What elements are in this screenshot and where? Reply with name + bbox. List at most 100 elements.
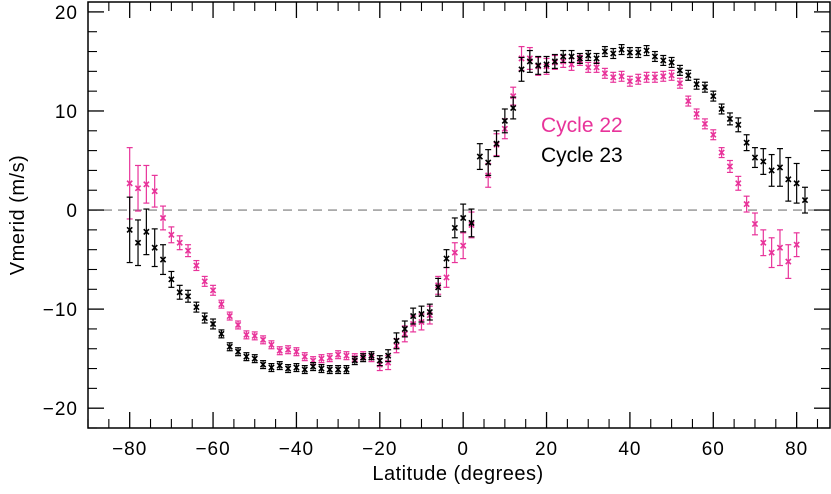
cycle-22-point [776,229,784,267]
cycle-23-marker [159,256,167,263]
cycle-22-point [460,232,467,260]
y-tick-label: −10 [43,300,78,321]
cycle-23-marker [460,214,467,222]
y-tick-label: 10 [55,102,78,123]
cycle-23-marker [510,104,517,112]
cycle-23-point [785,156,792,202]
cycle-23-point [485,149,492,176]
cycle-22-point [601,67,609,79]
cycle-22-marker [209,287,217,294]
cycle-23-point [460,203,467,233]
cycle-23-point [334,364,342,375]
cycle-23-marker [785,176,792,183]
cycle-23-marker [626,49,634,56]
cycle-22-marker [635,76,642,83]
cycle-23-point [551,53,559,69]
cycle-22-point [626,75,634,87]
cycle-22-marker [218,300,225,308]
cycle-23-marker [293,364,300,371]
cycle-22-marker [293,348,300,355]
cycle-22-marker [176,239,183,246]
cycle-22-point [585,61,592,73]
cycle-23-point [643,44,650,57]
cycle-23-marker [393,337,400,344]
cycle-23-marker [418,310,425,318]
cycle-22-marker [226,312,233,320]
cycle-22-point [268,340,275,350]
cycle-23-point [259,360,267,370]
cycle-22-marker [776,244,784,251]
cycle-23-point [384,349,392,363]
cycle-23-point [543,55,550,73]
cycle-23-marker [601,48,609,55]
cycle-23-marker [593,55,600,62]
cycle-23-marker [618,46,625,53]
cycle-23-point [168,270,175,288]
data-points [126,43,809,375]
cycle-22-marker [651,74,659,81]
cycle-23-marker [701,84,709,91]
cycle-23-marker [309,363,317,370]
cycle-22-marker [259,336,267,343]
cycle-23-point [526,49,534,73]
cycle-22-marker [601,70,609,77]
cycle-23-point [284,363,292,374]
cycle-22-point [334,350,342,360]
cycle-22-point [234,320,242,330]
cycle-22-marker [284,346,292,353]
cycle-23-point [585,49,592,62]
cycle-22-marker [268,341,275,348]
cycle-22-point [793,232,800,258]
cycle-23-point [718,103,725,115]
cycle-23-marker [226,343,233,350]
cycle-23-point [610,47,617,60]
cycle-22-marker [676,80,684,87]
cycle-23-marker [184,293,192,300]
cycle-23-marker [451,224,458,232]
cycle-22-marker [785,258,792,265]
cycle-23-marker [384,352,392,359]
cycle-23-point [276,361,283,371]
cycle-23-point [451,217,458,239]
cycle-23-marker [543,61,550,68]
cycle-23-point [134,219,142,267]
cycle-23-marker [718,105,725,113]
cycle-22-marker [126,180,133,187]
cycle-22-point [343,351,350,361]
cycle-22-marker [443,274,450,281]
cycle-23-marker [193,303,200,311]
y-axis-title: Vmerid (m/s) [7,155,29,275]
cycle-23-point [626,46,634,59]
cycle-23-marker [735,121,742,129]
cycle-22-point [643,71,650,83]
cycle-23-point [676,64,684,76]
cycle-23-point [760,148,767,175]
cycle-23-point [226,342,233,352]
cycle-23-marker [268,364,275,371]
cycle-23-point [776,148,784,187]
cycle-23-point [801,186,809,214]
cycle-23-marker [585,52,592,59]
cycle-22-marker [718,149,725,156]
cycle-23-point [318,363,325,374]
cycle-23-point [468,208,475,238]
cycle-23-point [351,356,358,366]
cycle-23-marker [793,180,800,187]
cycle-23-point [359,353,367,363]
cycle-23-marker [243,353,250,360]
cycle-22-marker [334,351,342,358]
cycle-22-point [226,311,233,321]
cycle-22-point [785,244,792,280]
cycle-23-marker [443,255,450,262]
plot-frame [87,1,831,429]
cycle-23-point [518,56,525,82]
cycle-22-point [635,73,642,85]
cycle-23-point [176,284,183,300]
cycle-23-point [393,332,400,350]
cycle-22-marker [701,120,709,128]
cycle-23-point [193,301,200,313]
cycle-22-marker [668,72,675,79]
cycle-22-marker [510,92,517,100]
cycle-23-point [184,289,192,303]
cycle-22-point [176,235,183,251]
